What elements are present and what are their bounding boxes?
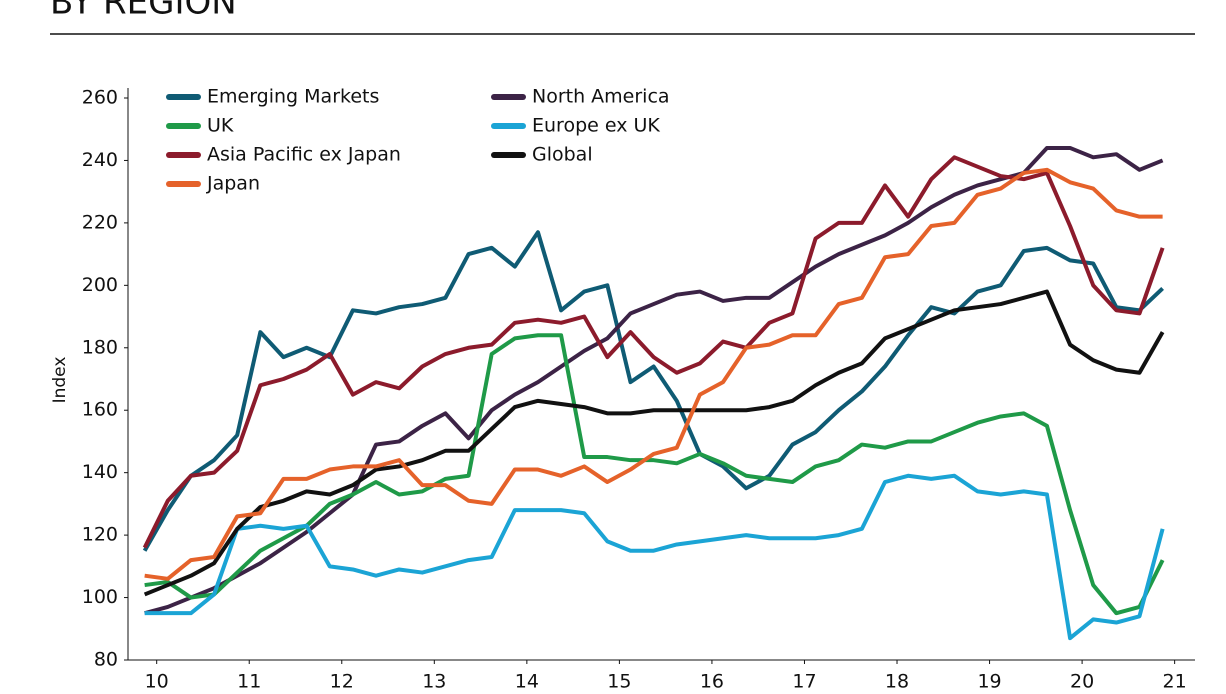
y-tick-label: 80 [94, 649, 118, 671]
y-tick-label: 240 [82, 149, 118, 171]
y-tick-label: 140 [82, 461, 118, 483]
x-tick-label: 20 [1070, 671, 1094, 691]
series-line [144, 145, 1164, 616]
series-line [144, 167, 1163, 581]
x-tick-label: 14 [515, 671, 539, 691]
y-tick-label: 120 [82, 524, 118, 546]
y-axis-label: Index [50, 357, 70, 404]
series-line [144, 473, 1165, 641]
x-tick-label: 15 [607, 671, 631, 691]
series-line [143, 289, 1165, 597]
x-tick-label: 17 [792, 671, 816, 691]
series-line [142, 230, 1164, 552]
series-line [142, 155, 1165, 549]
x-tick-label: 16 [700, 671, 724, 691]
x-tick-label: 11 [237, 671, 261, 691]
x-tick-label: 19 [977, 671, 1001, 691]
x-tick-label: 13 [422, 671, 446, 691]
legend-label: Asia Pacific ex Japan [207, 144, 401, 166]
y-tick-label: 100 [82, 586, 118, 608]
y-tick-label: 200 [82, 274, 118, 296]
x-tick-label: 21 [1163, 671, 1187, 691]
x-tick-label: 18 [885, 671, 909, 691]
legend-label: Japan [206, 173, 260, 195]
x-tick-label: 12 [330, 671, 354, 691]
legend-label: Global [532, 144, 593, 166]
y-tick-label: 180 [82, 336, 118, 358]
y-tick-label: 160 [82, 399, 118, 421]
legend-label: Europe ex UK [532, 115, 660, 137]
x-tick-label: 10 [145, 671, 169, 691]
legend-label: North America [532, 86, 670, 108]
legend-label: UK [207, 115, 234, 137]
legend-label: Emerging Markets [207, 86, 379, 108]
y-tick-label: 260 [82, 87, 118, 109]
series-line [144, 333, 1165, 616]
chart-title: BY REGION [50, 0, 237, 23]
y-tick-label: 220 [82, 211, 118, 233]
